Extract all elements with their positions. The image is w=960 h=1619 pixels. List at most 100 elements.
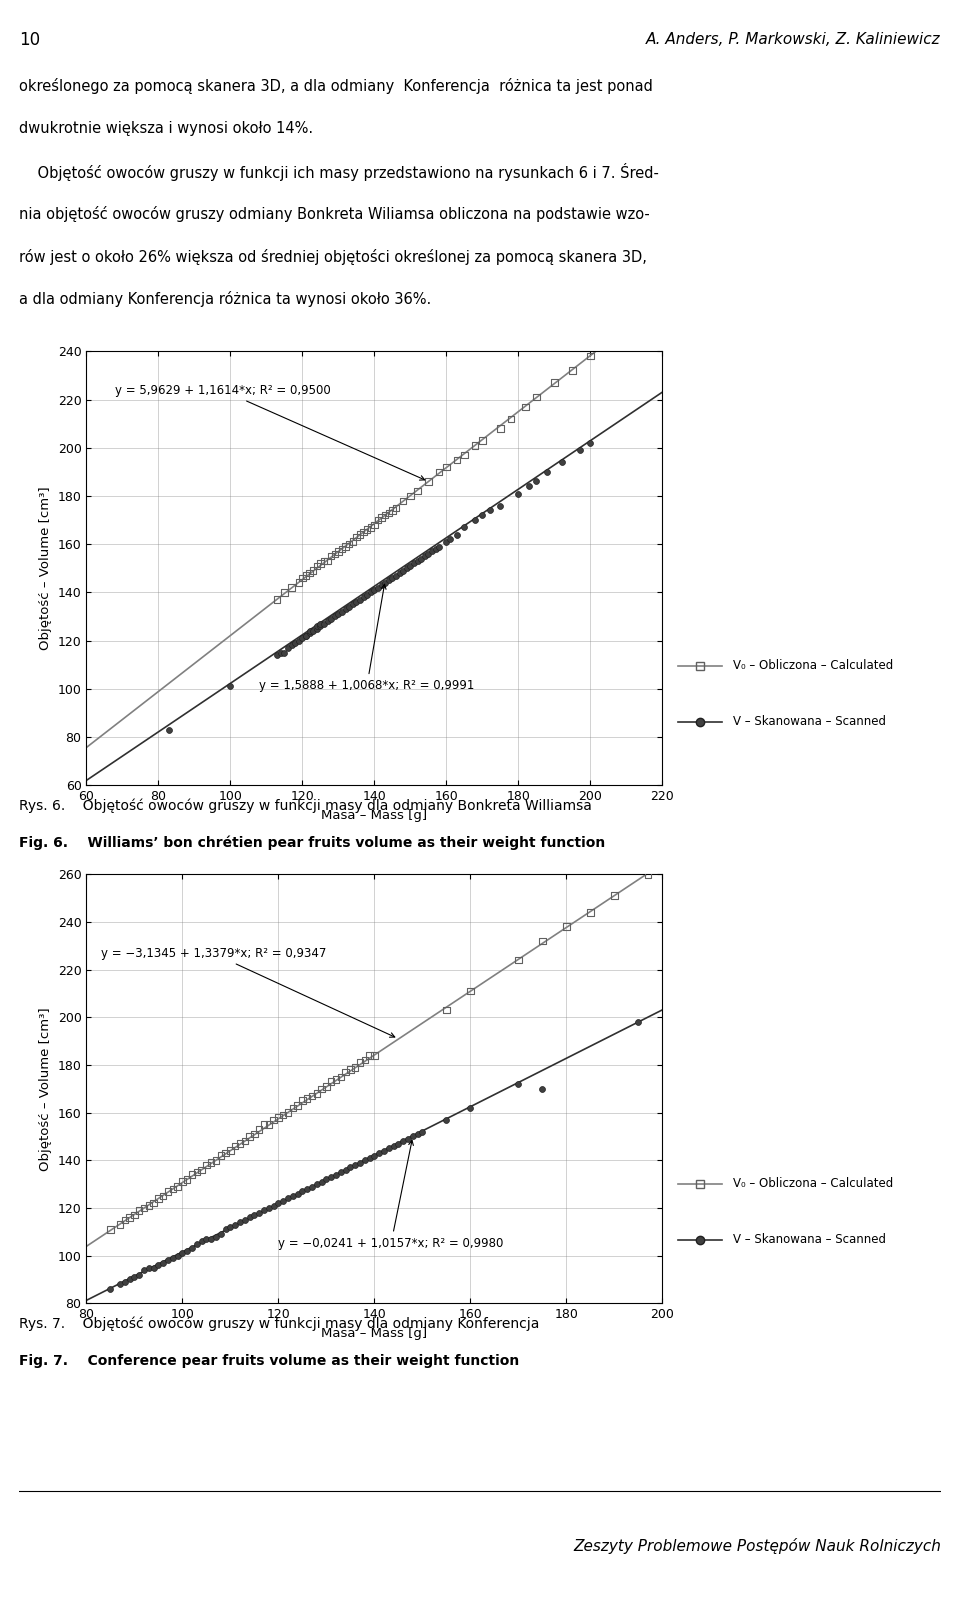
Point <box>631 1009 646 1035</box>
Point <box>385 565 400 591</box>
Point <box>371 575 386 601</box>
Text: y = 1,5888 + 1,0068*x; R² = 0,9991: y = 1,5888 + 1,0068*x; R² = 0,9991 <box>259 584 474 693</box>
Point <box>424 539 440 565</box>
Point <box>601 332 616 358</box>
Point <box>377 502 393 528</box>
Point <box>290 1093 305 1119</box>
Point <box>213 1143 228 1169</box>
Point <box>363 515 378 541</box>
Point <box>529 384 544 410</box>
Point <box>449 521 465 547</box>
Point <box>417 544 432 570</box>
Point <box>403 482 419 508</box>
Point <box>583 431 598 457</box>
Point <box>305 557 321 583</box>
Point <box>161 717 177 743</box>
Point <box>301 560 317 586</box>
Point <box>521 473 537 499</box>
Text: Rys. 6.    Objętość owoców gruszy w funkcji masy dla odmiany Bonkreta Williamsa: Rys. 6. Objętość owoców gruszy w funkcji… <box>19 798 592 813</box>
Point <box>468 507 483 533</box>
Point <box>117 1206 132 1232</box>
Point <box>204 1226 219 1251</box>
Point <box>338 596 353 622</box>
Point <box>432 534 447 560</box>
Text: dwukrotnie większa i wynosi około 14%.: dwukrotnie większa i wynosi około 14%. <box>19 120 313 136</box>
Point <box>449 447 465 473</box>
Point <box>218 1140 233 1166</box>
Point <box>636 303 652 329</box>
Point <box>285 1094 300 1120</box>
Point <box>327 604 343 630</box>
Text: V – Skanowana – Scanned: V – Skanowana – Scanned <box>733 716 886 729</box>
Point <box>317 549 332 575</box>
Point <box>299 623 314 649</box>
Point <box>309 554 324 580</box>
Point <box>367 576 382 602</box>
Text: y = −3,1345 + 1,3379*x; R² = 0,9347: y = −3,1345 + 1,3379*x; R² = 0,9347 <box>101 947 395 1038</box>
Point <box>273 640 288 665</box>
Point <box>122 1205 137 1230</box>
Text: Rys. 7.    Objętość owoców gruszy w funkcji masy dla odmiany Konferencja: Rys. 7. Objętość owoców gruszy w funkcji… <box>19 1316 540 1331</box>
Point <box>334 599 349 625</box>
Point <box>352 1049 368 1075</box>
Point <box>319 1073 334 1099</box>
Point <box>175 1169 190 1195</box>
Point <box>223 674 238 699</box>
Point <box>564 358 580 384</box>
Point <box>199 1226 214 1251</box>
Point <box>362 1145 377 1171</box>
Point <box>170 1243 185 1269</box>
Point <box>314 1169 329 1195</box>
Point <box>266 1107 281 1133</box>
Text: Fig. 6.    Williams’ bon chrétien pear fruits volume as their weight function: Fig. 6. Williams’ bon chrétien pear frui… <box>19 835 606 850</box>
Point <box>388 495 403 521</box>
Point <box>381 500 396 526</box>
Point <box>232 1209 248 1235</box>
Point <box>141 1193 156 1219</box>
Point <box>443 526 458 552</box>
Point <box>540 458 555 484</box>
Point <box>295 625 310 651</box>
Point <box>228 1133 243 1159</box>
Point <box>463 978 478 1004</box>
Point <box>295 1179 310 1205</box>
Point <box>352 586 368 612</box>
Point <box>334 536 349 562</box>
Text: Objętość owoców gruszy w funkcji ich masy przedstawiono na rysunkach 6 i 7. Śred: Objętość owoców gruszy w funkcji ich mas… <box>19 164 660 181</box>
Point <box>141 1255 156 1281</box>
Point <box>338 1059 353 1085</box>
Point <box>529 468 544 494</box>
Point <box>146 1255 161 1281</box>
Point <box>228 1211 243 1237</box>
Point <box>276 1188 291 1214</box>
Point <box>194 1158 209 1183</box>
Point <box>317 610 332 636</box>
Point <box>439 453 454 479</box>
Point <box>309 615 324 641</box>
Point <box>511 947 526 973</box>
Point <box>367 1143 382 1169</box>
Point <box>270 586 285 612</box>
Text: a dla odmiany Konferencja różnica ta wynosi około 36%.: a dla odmiany Konferencja różnica ta wyn… <box>19 291 431 308</box>
Point <box>352 1149 368 1175</box>
Point <box>280 635 296 661</box>
Point <box>136 1256 152 1282</box>
Point <box>362 1043 377 1069</box>
Point <box>151 1185 166 1211</box>
Point <box>242 1205 257 1230</box>
Point <box>309 1171 324 1196</box>
Point <box>403 554 419 580</box>
Point <box>396 557 411 583</box>
Point <box>261 1112 276 1138</box>
Point <box>474 502 490 528</box>
Point <box>338 1158 353 1183</box>
Point <box>189 1230 204 1256</box>
Point <box>439 529 454 555</box>
Point <box>432 458 447 484</box>
Point <box>122 1266 137 1292</box>
Point <box>299 562 314 588</box>
Text: V – Skanowana – Scanned: V – Skanowana – Scanned <box>733 1234 886 1247</box>
Point <box>271 1190 286 1216</box>
Point <box>373 505 390 531</box>
Point <box>547 369 563 395</box>
